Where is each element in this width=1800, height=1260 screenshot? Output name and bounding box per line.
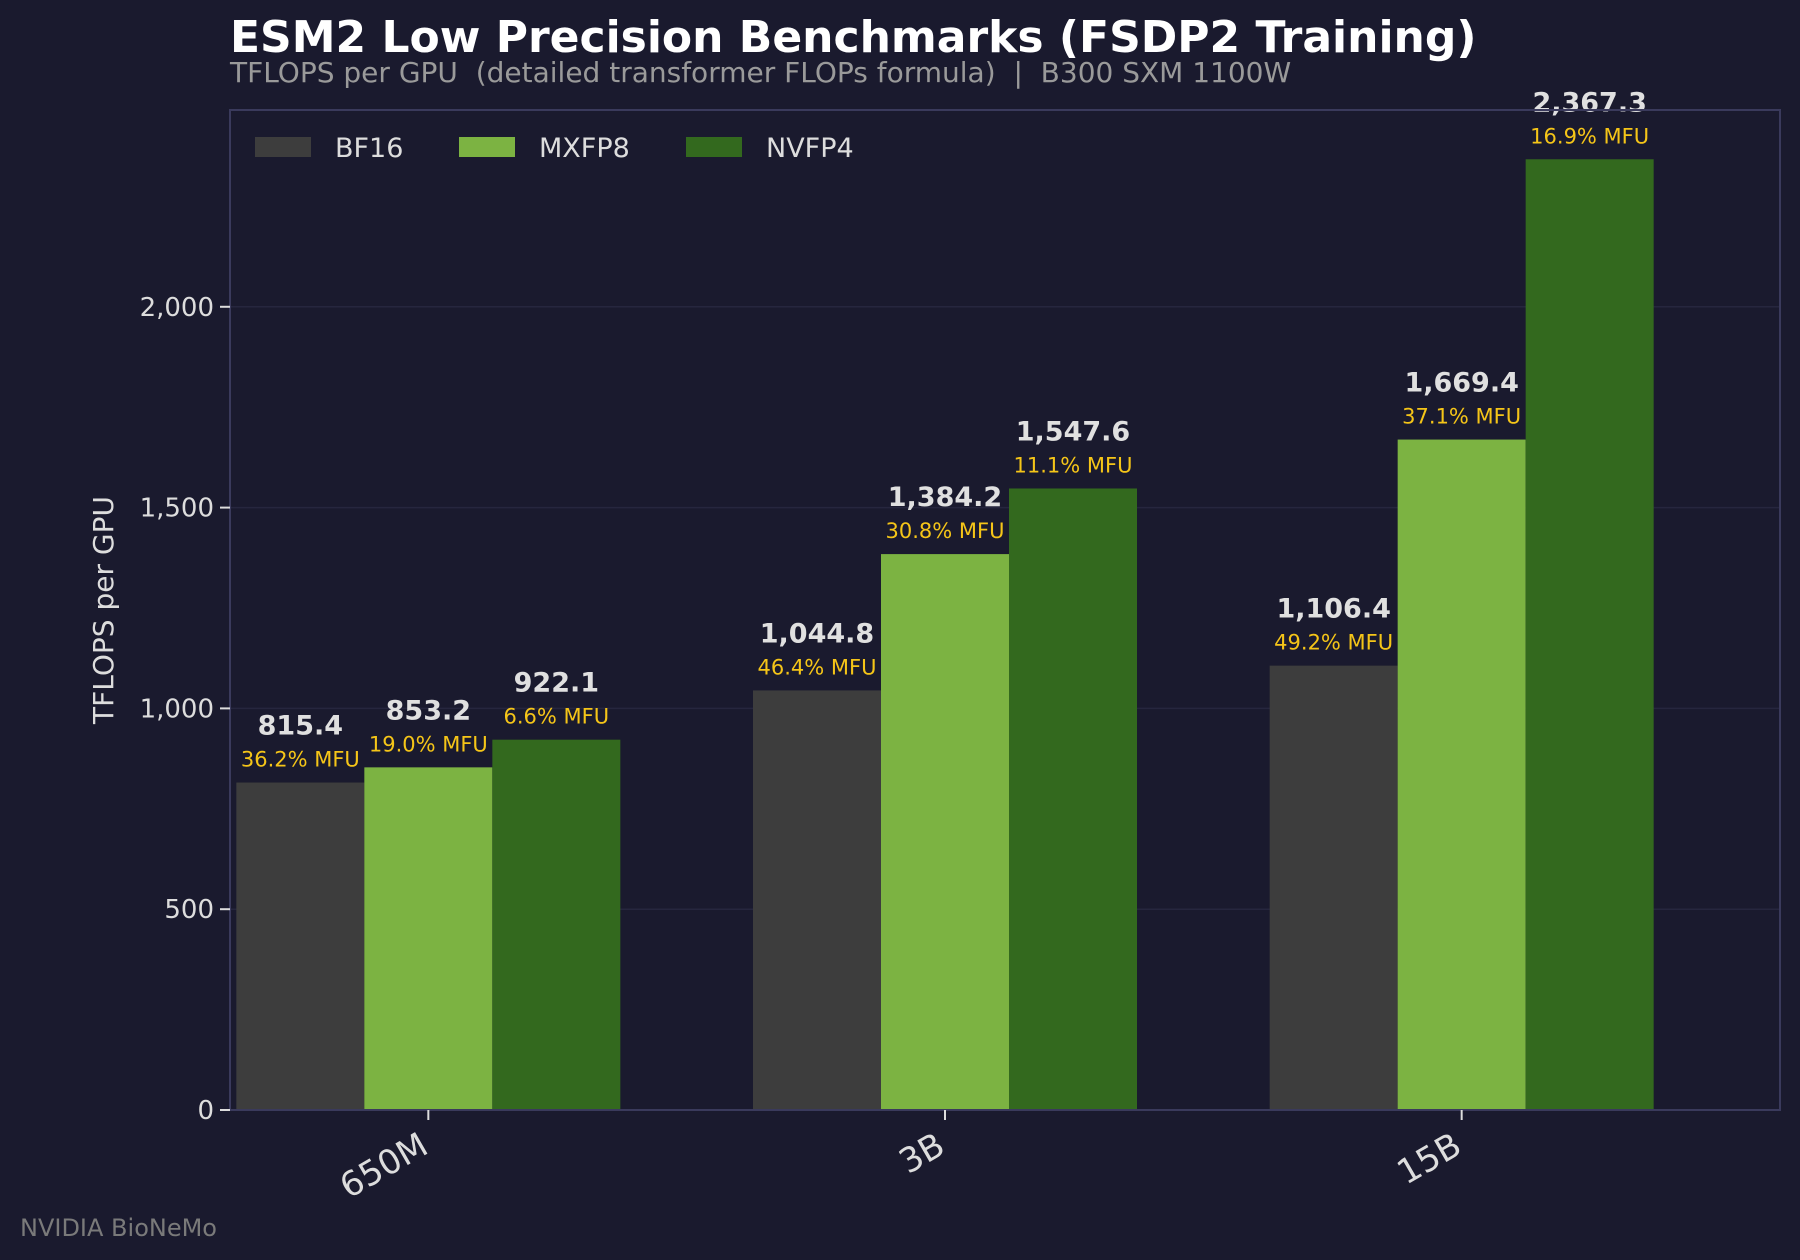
mfu-label: 6.6% MFU	[504, 705, 610, 729]
watermark: NVIDIA BioNeMo	[20, 1214, 217, 1242]
value-label: 1,106.4	[1276, 594, 1390, 625]
legend-swatch-nvfp4	[686, 137, 742, 157]
y-tick-label: 500	[164, 895, 214, 925]
mfu-label: 16.9% MFU	[1530, 124, 1649, 148]
value-label: 922.1	[514, 668, 599, 699]
bar-bf16-650m	[236, 782, 365, 1110]
bar-bf16-3b	[753, 690, 881, 1110]
legend: BF16 MXFP8 NVFP4	[255, 133, 854, 164]
mfu-label: 19.0% MFU	[369, 732, 488, 756]
bar-mxfp8-3b	[881, 554, 1009, 1110]
x-tick-label: 3B	[893, 1125, 952, 1182]
bar-nvfp4-650m	[492, 739, 621, 1110]
value-label: 1,384.2	[888, 482, 1002, 513]
value-label: 853.2	[386, 695, 471, 726]
mfu-label: 11.1% MFU	[1014, 453, 1133, 477]
mfu-label: 30.8% MFU	[886, 519, 1005, 543]
bar-mxfp8-650m	[364, 767, 493, 1110]
legend-swatch-mxfp8	[459, 137, 515, 157]
y-axis-label: TFLOPS per GPU	[87, 496, 120, 725]
x-tick-label: 650M	[333, 1125, 435, 1207]
value-label: 1,547.6	[1016, 416, 1130, 447]
x-tick-label: 15B	[1390, 1125, 1468, 1193]
bar-bf16-15b	[1269, 665, 1398, 1110]
chart-title: ESM2 Low Precision Benchmarks (FSDP2 Tra…	[230, 12, 1476, 63]
legend-swatch-bf16	[255, 137, 311, 157]
legend-label-nvfp4: NVFP4	[766, 133, 854, 164]
y-tick-label: 1,000	[140, 694, 214, 724]
plot-frame	[229, 109, 1781, 1111]
bar-mxfp8-15b	[1397, 439, 1526, 1110]
y-tick-label: 2,000	[140, 293, 214, 323]
mfu-label: 49.2% MFU	[1274, 631, 1393, 655]
bar-nvfp4-15b	[1525, 159, 1654, 1111]
legend-label-bf16: BF16	[335, 133, 403, 164]
mfu-label: 46.4% MFU	[758, 655, 877, 679]
value-label: 1,044.8	[760, 618, 874, 649]
mfu-label: 36.2% MFU	[241, 748, 360, 772]
bar-nvfp4-3b	[1009, 488, 1137, 1111]
legend-label-mxfp8: MXFP8	[539, 133, 630, 164]
chart-subtitle: TFLOPS per GPU (detailed transformer FLO…	[229, 56, 1291, 89]
data-labels: 36.2% MFU 815.4 19.0% MFU 853.2 6.6% MFU 922.…	[241, 87, 1649, 771]
bars	[236, 159, 1654, 1111]
value-label: 1,669.4	[1404, 368, 1518, 399]
value-label: 2,367.3	[1532, 87, 1646, 118]
y-tick-label: 0	[197, 1096, 214, 1126]
value-label: 815.4	[258, 711, 343, 742]
y-tick-label: 1,500	[140, 494, 214, 524]
mfu-label: 37.1% MFU	[1402, 405, 1521, 429]
